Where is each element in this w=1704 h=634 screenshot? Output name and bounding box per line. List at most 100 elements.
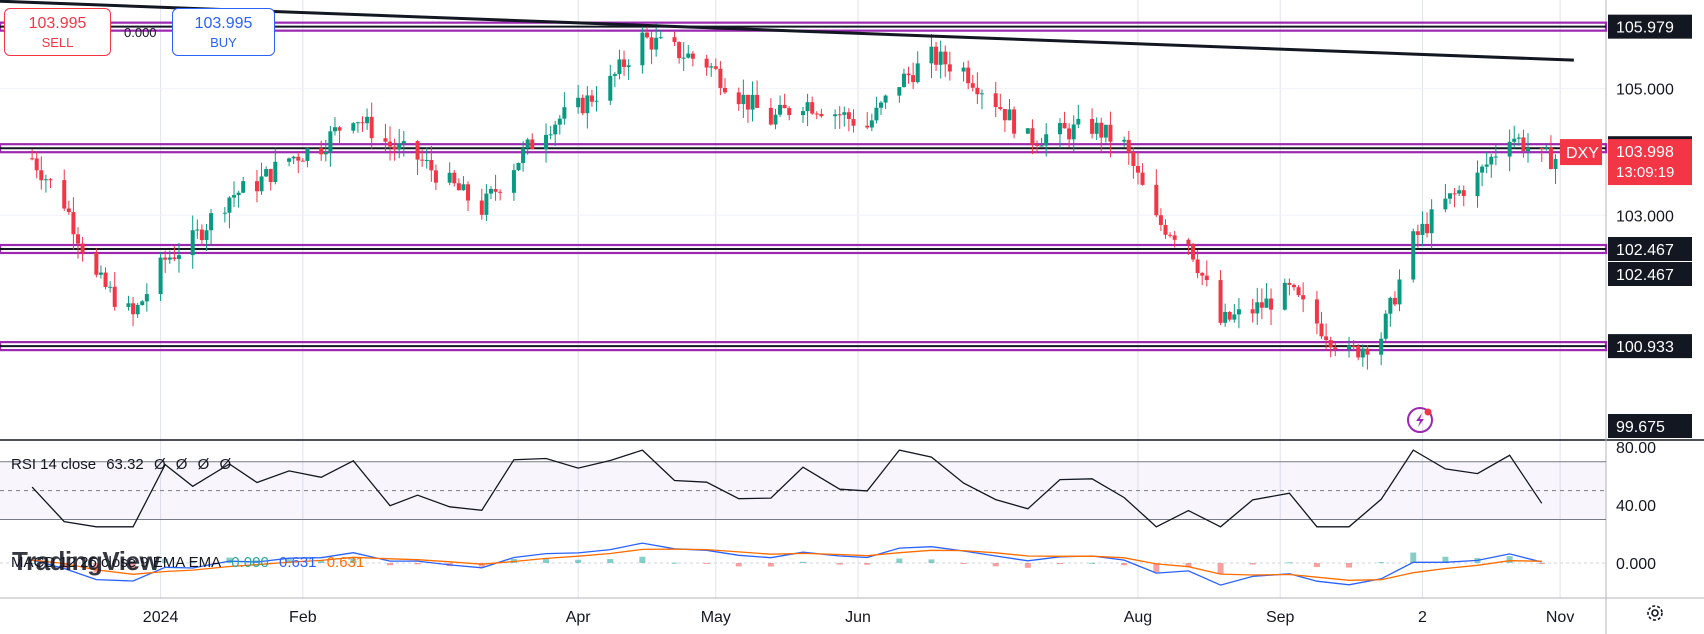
candle-body	[241, 181, 246, 193]
level-price-tag	[1608, 414, 1692, 438]
candle-body	[305, 148, 310, 161]
sell-button[interactable]: 103.995 SELL	[4, 8, 111, 56]
candle-body	[1076, 118, 1081, 125]
macd-histogram-bar	[1153, 563, 1160, 573]
candle-body	[1057, 122, 1062, 135]
macd-histogram-bar	[387, 563, 394, 566]
spread-value: 0.000	[124, 25, 157, 40]
candle-body	[1030, 128, 1035, 145]
candle-body	[686, 53, 691, 58]
candle-body	[319, 148, 324, 155]
macd-histogram-bar	[130, 563, 137, 570]
candle-body	[1544, 147, 1549, 149]
macd-histogram-bar	[639, 556, 646, 563]
macd-histogram-bar	[1217, 563, 1224, 575]
candle-body	[1475, 172, 1480, 197]
candle-body	[328, 131, 333, 152]
candle-body	[172, 257, 177, 260]
candle-body	[1071, 124, 1076, 140]
price-scale[interactable]: 105.000103.000105.979104.059102.467102.4…	[1560, 14, 1692, 573]
candle-body	[62, 180, 67, 209]
sell-label: SELL	[41, 35, 74, 50]
macd-histogram-bar	[800, 561, 806, 563]
time-axis-label: Aug	[1124, 609, 1152, 626]
candle-body	[1328, 340, 1333, 348]
macd-histogram-bar	[1024, 563, 1031, 568]
macd-histogram-bar	[1313, 563, 1320, 568]
candle-body	[805, 102, 810, 112]
candle-body	[1126, 139, 1131, 152]
candle-body	[199, 229, 204, 241]
candle-body	[938, 51, 943, 65]
candle-body	[1420, 223, 1425, 235]
candle-body	[865, 125, 870, 128]
candle-body	[190, 230, 195, 256]
buy-button[interactable]: 103.995 BUY	[172, 8, 275, 56]
macd-histogram-bar	[318, 560, 325, 563]
time-axis-label: Jun	[845, 609, 871, 626]
candle-body	[401, 141, 406, 144]
macd-legend[interactable]: MACD 12 26 close 9 EMA EMA 0.000 0.631 0…	[11, 554, 370, 571]
candle-body	[1232, 314, 1237, 320]
rsi-legend-extra: Ø	[153, 456, 166, 473]
macd-legend-value: 0.631	[278, 554, 317, 571]
candle-body	[612, 74, 617, 76]
macd-histogram-bar	[1506, 556, 1513, 563]
candle-body	[1154, 184, 1159, 216]
candle-body	[511, 170, 516, 193]
candle-body	[1457, 190, 1462, 194]
candle-body	[897, 87, 902, 96]
candle-body	[874, 107, 879, 121]
candle-body	[814, 113, 819, 115]
candle-body	[1259, 302, 1264, 308]
price-scale-label: 103.000	[1616, 208, 1674, 225]
macd-histogram-bar	[960, 563, 967, 564]
candle-body	[626, 65, 631, 67]
candle-body	[553, 124, 558, 135]
candle-body	[34, 158, 39, 171]
candle-body	[1186, 239, 1191, 245]
macd-histogram-bar	[1089, 562, 1096, 564]
candle-body	[915, 63, 920, 83]
candle-body	[778, 104, 783, 115]
macd-histogram-bar	[1346, 563, 1353, 568]
candle-body	[1356, 345, 1361, 358]
candle-body	[801, 111, 805, 116]
candle-body	[1103, 124, 1108, 138]
rsi-legend-extra: Ø	[175, 456, 188, 473]
candle-body	[71, 212, 76, 235]
candle-body	[1282, 282, 1287, 310]
time-axis[interactable]: 2024 Feb Apr May Jun Aug Sep 2 Nov	[0, 597, 1704, 626]
symbol-tag-text: DXY	[1566, 145, 1599, 162]
macd-histogram-bar	[992, 563, 999, 567]
candle-body	[998, 107, 1003, 110]
candle-body	[452, 172, 457, 184]
candle-body	[488, 188, 493, 194]
candle-body	[1218, 280, 1223, 323]
candle-body	[934, 46, 939, 65]
candle-body	[516, 162, 521, 171]
candle-body	[1012, 109, 1017, 134]
candle-body	[66, 208, 71, 213]
symbol-tag	[1560, 139, 1602, 166]
rsi-legend-extra: Ø	[197, 456, 210, 473]
rsi-line	[31, 449, 1543, 528]
rsi-legend[interactable]: RSI 14 close 63.32 Ø Ø Ø Ø	[11, 456, 237, 473]
candle-body	[1062, 122, 1067, 129]
gear-icon[interactable]	[1644, 602, 1666, 624]
level-price-tag	[1608, 14, 1692, 39]
candle-body	[466, 184, 471, 201]
macd-legend-value: 0.000	[231, 554, 269, 571]
candle-body	[1484, 164, 1489, 167]
candle-body	[1415, 231, 1420, 235]
candle-body	[879, 102, 884, 108]
macd-histogram-bar	[1249, 563, 1256, 565]
candle-body	[1236, 309, 1241, 315]
candle-body	[654, 37, 659, 50]
lightning-alert-icon[interactable]	[1407, 407, 1433, 433]
candle-body	[755, 94, 760, 108]
macd-histogram-bar	[575, 559, 582, 563]
candle-body	[108, 286, 113, 288]
time-axis-label: Feb	[289, 609, 317, 626]
